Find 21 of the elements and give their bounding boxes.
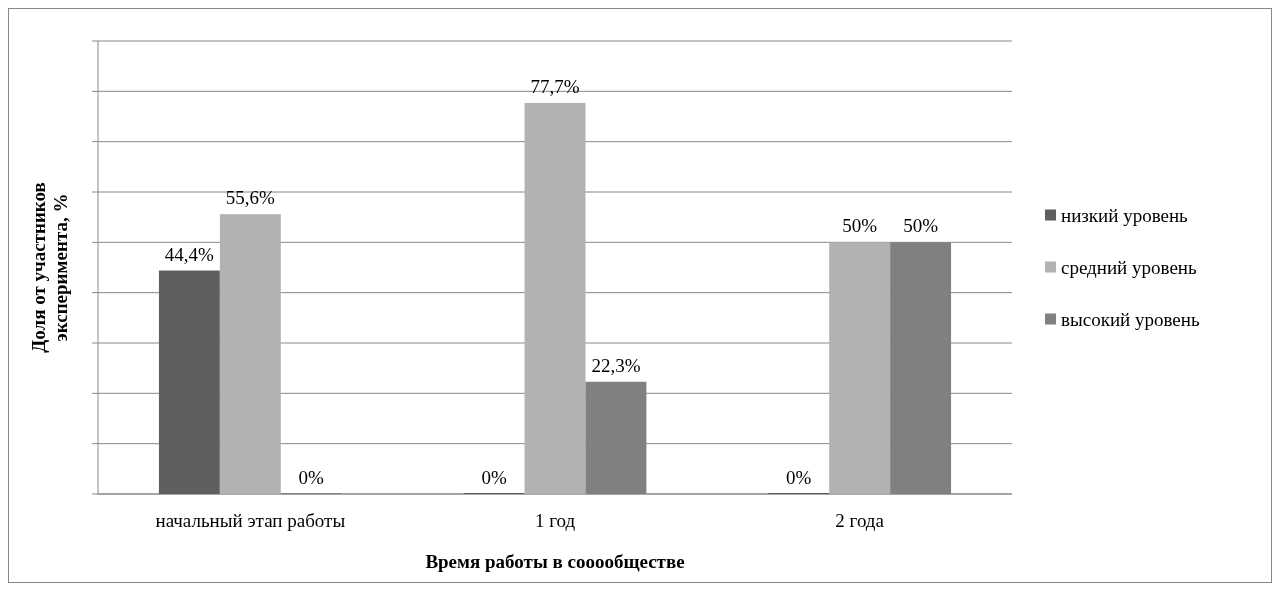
- legend-label: средний уровень: [1061, 257, 1197, 279]
- bar: [524, 102, 586, 494]
- legend-label: низкий уровень: [1061, 205, 1189, 227]
- x-tick-label: 1 год: [534, 510, 576, 531]
- bar: [219, 214, 281, 494]
- data-label: 0%: [298, 467, 325, 488]
- data-label: 0%: [481, 467, 507, 488]
- data-label: 50%: [842, 215, 878, 237]
- data-label: 55,6%: [225, 187, 276, 209]
- x-tick-label: 2 года: [835, 510, 885, 531]
- bar: [158, 270, 220, 494]
- data-label: 22,3%: [591, 354, 641, 376]
- x-tick-label: начальный этап работы: [155, 510, 346, 531]
- data-label: 0%: [786, 467, 812, 488]
- data-label: 44,4%: [164, 243, 215, 265]
- bar: [829, 242, 891, 494]
- data-label: 50%: [903, 215, 939, 237]
- legend-label: высокий уровень: [1061, 309, 1200, 331]
- y-axis-title: Доля от участников эксперимента, %: [28, 182, 71, 353]
- data-label: 77,7%: [530, 75, 580, 97]
- x-axis-title: Время работы в сооообществе: [425, 551, 685, 572]
